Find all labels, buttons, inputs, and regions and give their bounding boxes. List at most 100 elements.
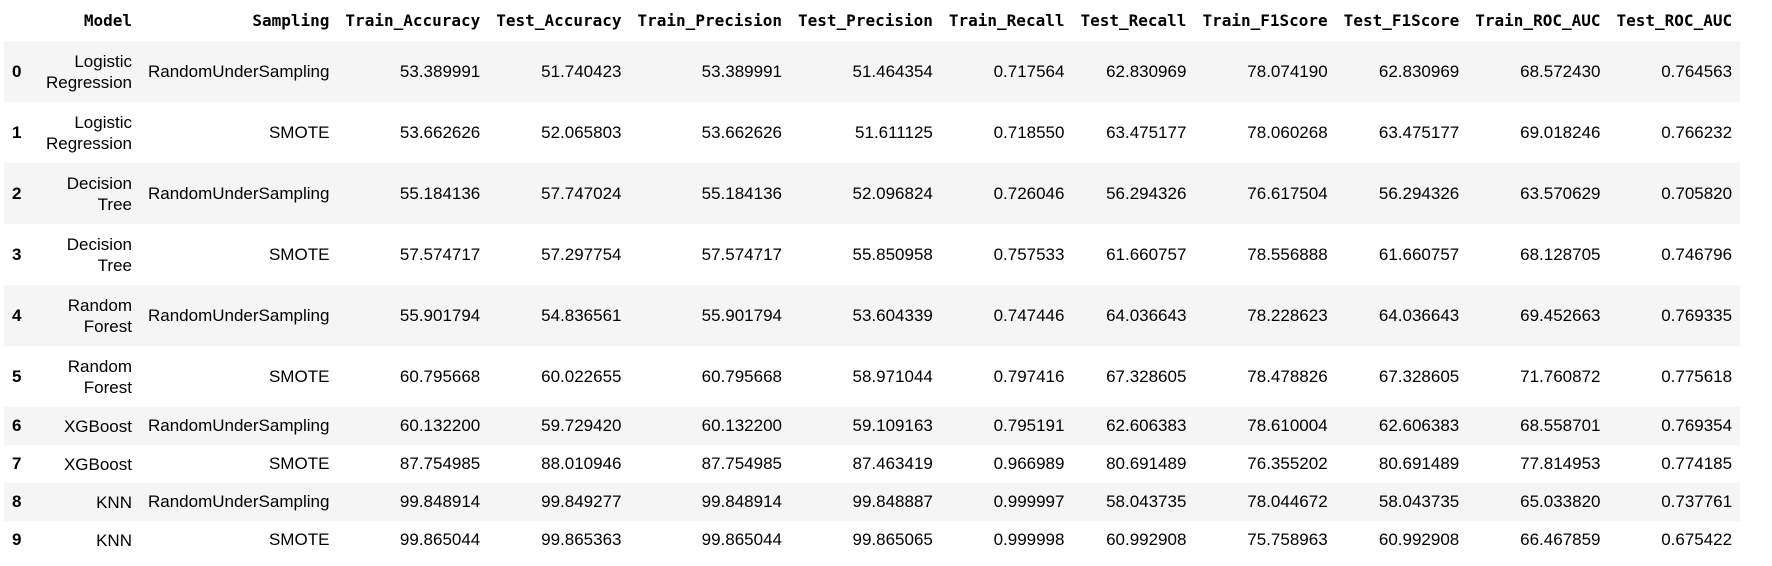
cell-test-recall: 61.660757: [1106, 244, 1187, 264]
cell-train-accuracy: 55.901794: [399, 305, 481, 325]
cell-train-roc-auc: 68.558701: [1520, 416, 1601, 435]
cell-test-precision: 53.604339: [852, 305, 933, 325]
cell-model: Decision Tree: [66, 234, 132, 275]
column-header-model: Model: [83, 11, 132, 30]
cell-train-roc-auc: 65.033820: [1520, 492, 1601, 511]
cell-model: Decision Tree: [66, 173, 132, 214]
cell-model: XGBoost: [63, 454, 132, 474]
row-index: 2: [12, 183, 22, 203]
cell-sampling: SMOTE: [268, 366, 330, 386]
cell-train-roc-auc: 71.760872: [1520, 366, 1601, 386]
cell-test-roc-auc: 0.675422: [1661, 530, 1733, 549]
table-row: 4 Random Forest RandomUnderSampling 55.9017…: [4, 285, 1741, 346]
cell-test-f1: 64.036643: [1378, 305, 1460, 325]
cell-model: XGBoost: [63, 416, 132, 436]
cell-train-precision: 87.754985: [701, 454, 783, 473]
cell-test-f1: 62.606383: [1378, 416, 1460, 435]
table-row: 8 KNN RandomUnderSampling 99.848914 99.84927…: [4, 483, 1741, 521]
cell-sampling: RandomUnderSampling: [147, 183, 330, 203]
cell-test-precision: 99.848887: [852, 492, 933, 511]
cell-test-recall: 67.328605: [1106, 366, 1187, 386]
row-index: 0: [12, 61, 22, 81]
cell-train-recall: 0.747446: [993, 305, 1065, 325]
column-header-train-precision: Train_Precision: [637, 11, 783, 30]
cell-train-recall: 0.966989: [993, 454, 1065, 473]
cell-test-recall: 80.691489: [1106, 454, 1187, 473]
cell-test-f1: 62.830969: [1378, 61, 1460, 81]
cell-test-roc-auc: 0.769335: [1661, 305, 1733, 325]
cell-test-precision: 52.096824: [852, 183, 933, 203]
cell-test-accuracy: 52.065803: [541, 122, 622, 142]
cell-model: Logistic Regression: [46, 51, 132, 92]
cell-train-f1: 78.044672: [1247, 492, 1328, 511]
cell-test-roc-auc: 0.774185: [1661, 454, 1733, 473]
row-index: 1: [12, 122, 22, 142]
cell-test-accuracy: 99.865363: [541, 530, 622, 549]
row-index: 5: [12, 366, 22, 386]
cell-test-f1: 63.475177: [1378, 122, 1460, 142]
cell-train-accuracy: 53.662626: [399, 122, 481, 142]
cell-train-recall: 0.795191: [993, 416, 1065, 435]
cell-model: Random Forest: [67, 295, 132, 336]
cell-model: KNN: [96, 530, 132, 550]
cell-train-f1: 76.617504: [1247, 183, 1328, 203]
cell-test-roc-auc: 0.737761: [1661, 492, 1733, 511]
cell-test-precision: 87.463419: [852, 454, 933, 473]
cell-train-f1: 78.556888: [1247, 244, 1328, 264]
cell-train-roc-auc: 68.128705: [1520, 244, 1601, 264]
cell-train-accuracy: 57.574717: [399, 244, 481, 264]
column-header-index: [4, 0, 38, 41]
cell-model: Random Forest: [67, 356, 132, 397]
cell-train-accuracy: 60.795668: [399, 366, 481, 386]
cell-train-recall: 0.999998: [993, 530, 1065, 549]
column-header-test-precision: Test_Precision: [798, 11, 933, 30]
column-header-test-accuracy: Test_Accuracy: [496, 11, 622, 30]
cell-train-precision: 60.795668: [701, 366, 783, 386]
table-row: 2 Decision Tree RandomUnderSampling 55.1841…: [4, 163, 1741, 224]
cell-test-recall: 64.036643: [1106, 305, 1187, 325]
cell-test-recall: 56.294326: [1106, 183, 1187, 203]
cell-test-precision: 99.865065: [852, 530, 933, 549]
cell-train-accuracy: 99.848914: [399, 492, 481, 511]
cell-test-accuracy: 59.729420: [541, 416, 622, 435]
cell-test-f1: 67.328605: [1378, 366, 1460, 386]
cell-model: Logistic Regression: [46, 112, 132, 153]
column-header-train-roc-auc: Train_ROC_AUC: [1475, 11, 1601, 30]
row-index: 8: [12, 492, 22, 511]
table-row: 9 KNN SMOTE 99.865044 99.865363 99.865044 99.8…: [4, 521, 1741, 559]
cell-test-roc-auc: 0.764563: [1661, 61, 1733, 81]
cell-test-roc-auc: 0.746796: [1661, 244, 1733, 264]
cell-train-precision: 99.848914: [701, 492, 783, 511]
table-row: 3 Decision Tree SMOTE 57.574717 57.297754 57.…: [4, 224, 1741, 285]
table-row: 0 Logistic Regression RandomUnderSampling 5…: [4, 41, 1741, 102]
cell-test-accuracy: 60.022655: [541, 366, 622, 386]
cell-train-recall: 0.999997: [993, 492, 1065, 511]
cell-train-f1: 78.060268: [1247, 122, 1328, 142]
cell-test-precision: 51.611125: [855, 122, 933, 142]
column-header-test-recall: Test_Recall: [1080, 11, 1187, 30]
cell-train-roc-auc: 66.467859: [1520, 530, 1601, 549]
cell-test-precision: 51.464354: [852, 61, 933, 81]
cell-train-precision: 55.184136: [701, 183, 783, 203]
cell-train-f1: 78.610004: [1247, 416, 1328, 435]
column-header-test-roc-auc: Test_ROC_AUC: [1616, 11, 1733, 30]
cell-train-precision: 55.901794: [701, 305, 783, 325]
column-header-train-recall: Train_Recall: [948, 11, 1065, 30]
cell-train-roc-auc: 68.572430: [1520, 61, 1601, 81]
cell-test-f1: 61.660757: [1378, 244, 1460, 264]
table-header: Model Sampling Train_Accuracy Test_Accur…: [4, 0, 1740, 41]
cell-sampling: SMOTE: [268, 244, 330, 264]
cell-sampling: RandomUnderSampling: [147, 305, 330, 325]
column-header-test-f1score: Test_F1Score: [1343, 11, 1460, 30]
header-row: Model Sampling Train_Accuracy Test_Accur…: [4, 0, 1740, 41]
cell-train-roc-auc: 69.018246: [1520, 122, 1601, 142]
cell-model: KNN: [96, 492, 132, 512]
cell-train-accuracy: 55.184136: [399, 183, 481, 203]
cell-train-accuracy: 60.132200: [399, 416, 481, 435]
cell-sampling: RandomUnderSampling: [147, 61, 330, 81]
row-index: 7: [12, 454, 22, 473]
row-index: 6: [12, 416, 22, 435]
cell-train-recall: 0.718550: [993, 122, 1065, 142]
cell-test-recall: 63.475177: [1106, 122, 1187, 142]
cell-test-f1: 58.043735: [1378, 492, 1460, 511]
